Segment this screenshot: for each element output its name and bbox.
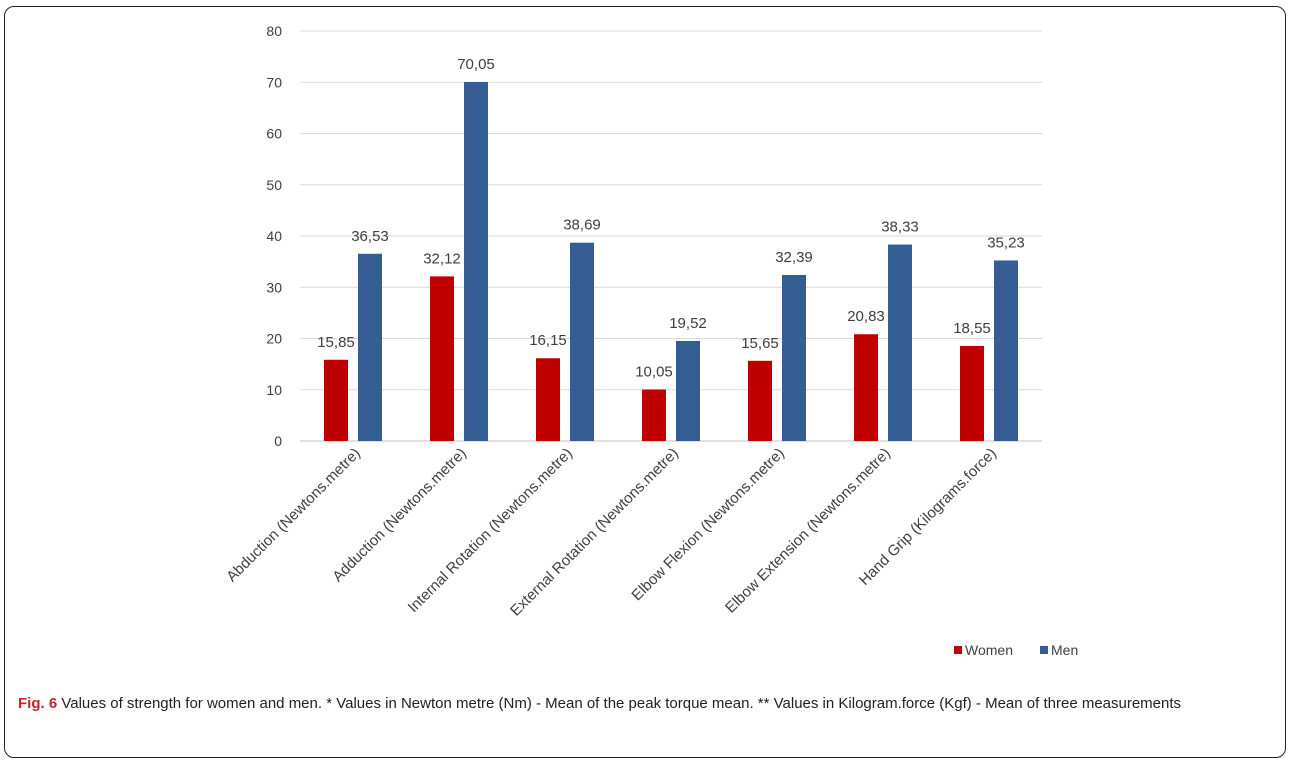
bars bbox=[324, 81, 1018, 442]
bar-women bbox=[430, 276, 454, 441]
bar-men bbox=[464, 81, 488, 442]
y-tick-label: 50 bbox=[266, 177, 282, 193]
data-label-women: 15,85 bbox=[317, 334, 355, 351]
figure-caption: Fig. 6 Values of strength for women and … bbox=[18, 694, 1278, 714]
y-tick-label: 20 bbox=[266, 331, 282, 347]
bar-men bbox=[782, 275, 806, 441]
data-label-men: 32,39 bbox=[775, 249, 813, 266]
y-tick-label: 60 bbox=[266, 126, 282, 142]
gridlines bbox=[300, 30, 1042, 442]
data-label-men: 35,23 bbox=[987, 234, 1025, 251]
bar-men bbox=[888, 244, 912, 441]
bar-women bbox=[324, 359, 348, 441]
y-tick-label: 30 bbox=[266, 279, 282, 295]
bar-men bbox=[676, 340, 700, 441]
data-label-men: 36,53 bbox=[351, 228, 389, 245]
data-label-men: 70,05 bbox=[457, 56, 495, 73]
bar-women bbox=[960, 345, 984, 441]
legend-label-men: Men bbox=[1051, 642, 1078, 658]
legend-swatch-women bbox=[954, 646, 962, 654]
legend-label-women: Women bbox=[965, 642, 1013, 658]
y-tick-label: 70 bbox=[266, 74, 282, 90]
caption-text: Values of strength for women and men. * … bbox=[57, 695, 1182, 712]
y-tick-label: 80 bbox=[266, 23, 282, 39]
legend: Women Men bbox=[954, 642, 1078, 658]
bar-women bbox=[854, 334, 878, 441]
bar-men bbox=[358, 253, 382, 441]
data-labels: 15,85 36,53 32,12 70,05 16,15 38,69 10,05 19,52… bbox=[317, 56, 1025, 380]
y-axis-tick-labels: 0 10 20 30 40 50 60 70 80 bbox=[266, 23, 282, 449]
data-label-women: 18,55 bbox=[953, 320, 991, 337]
data-label-men: 38,33 bbox=[881, 219, 919, 236]
category-label: Elbow Extension (Newtons.metre) bbox=[722, 445, 894, 617]
bar-men bbox=[994, 260, 1018, 441]
y-tick-label: 40 bbox=[266, 228, 282, 244]
data-label-women: 16,15 bbox=[529, 332, 567, 349]
category-label: Internal Rotation (Newtons.metre) bbox=[405, 445, 576, 616]
figure-number: Fig. 6 bbox=[18, 695, 58, 712]
category-label: External Rotation (Newtons.metre) bbox=[507, 445, 682, 620]
bar-women bbox=[748, 360, 772, 441]
bar-women bbox=[642, 389, 666, 441]
bar-women bbox=[536, 358, 560, 441]
category-labels: Abduction (Newtons.metre)Adduction (Newt… bbox=[223, 445, 1000, 620]
data-label-men: 38,69 bbox=[563, 217, 601, 234]
figure-frame bbox=[4, 6, 1286, 758]
bar-men bbox=[570, 242, 594, 441]
bar-chart: 0 10 20 30 40 50 60 70 80 15,85 36,53 32,12 70,05 16… bbox=[223, 23, 1078, 658]
data-label-women: 10,05 bbox=[635, 363, 673, 380]
y-tick-label: 10 bbox=[266, 382, 282, 398]
data-label-men: 19,52 bbox=[669, 315, 707, 332]
legend-swatch-men bbox=[1040, 646, 1048, 654]
data-label-women: 20,83 bbox=[847, 308, 885, 325]
data-label-women: 32,12 bbox=[423, 250, 461, 267]
y-tick-label: 0 bbox=[274, 433, 282, 449]
data-label-women: 15,65 bbox=[741, 335, 779, 352]
